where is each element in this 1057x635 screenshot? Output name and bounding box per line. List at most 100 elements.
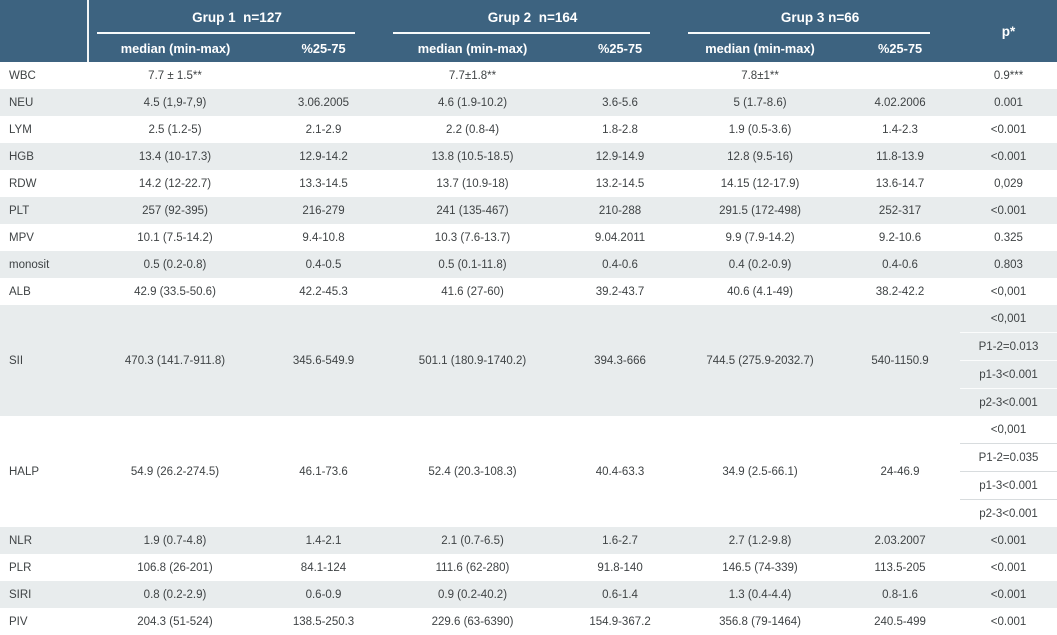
cell-p: p2-3<0.001 (960, 388, 1057, 416)
cell-g2-q2575: 0.4-0.6 (560, 251, 681, 278)
cell-g3-q2575: 113.5-205 (840, 554, 961, 581)
header-g2-quartiles: %25-75 (560, 34, 681, 62)
header-row-sub: median (min-max) %25-75 median (min-max)… (0, 34, 1057, 62)
cell-p: 0.803 (960, 251, 1057, 278)
cell-g2-median: 52.4 (20.3-108.3) (385, 416, 561, 527)
cell-g1-q2575: 0.4-0.5 (262, 251, 386, 278)
table-row: NLR 1.9 (0.7-4.8) 1.4-2.1 2.1 (0.7-6.5) 1.6-… (0, 527, 1057, 554)
row-label: NLR (0, 527, 88, 554)
cell-g2-q2575: 394.3-666 (560, 305, 681, 416)
cell-g3-q2575: 1.4-2.3 (840, 116, 961, 143)
cell-g1-q2575: 13.3-14.5 (262, 170, 386, 197)
cell-g2-median: 241 (135-467) (385, 197, 561, 224)
cell-g2-q2575: 3.6-5.6 (560, 89, 681, 116)
row-label: ALB (0, 278, 88, 305)
cell-g1-q2575: 345.6-549.9 (262, 305, 386, 416)
cell-g3-q2575: 2.03.2007 (840, 527, 961, 554)
row-label: NEU (0, 89, 88, 116)
table-row: WBC 7.7 ± 1.5** 7.7±1.8** 7.8±1** 0.9*** (0, 62, 1057, 89)
cell-p: 0.001 (960, 89, 1057, 116)
cell-g2-median: 501.1 (180.9-1740.2) (385, 305, 561, 416)
table-row: SII 470.3 (141.7-911.8) 345.6-549.9 501.1 (… (0, 305, 1057, 416)
row-label: PIV (0, 608, 88, 635)
cell-g2-median: 41.6 (27-60) (385, 278, 561, 305)
cell-g3-median: 1.3 (0.4-4.4) (680, 581, 841, 608)
cell-p: P1-2=0.013 (960, 332, 1057, 361)
cell-g1-median: 1.9 (0.7-4.8) (88, 527, 262, 554)
cell-p: p1-3<0.001 (960, 360, 1057, 389)
cell-g3-q2575: 0.4-0.6 (840, 251, 961, 278)
cell-g1-median: 0.5 (0.2-0.8) (88, 251, 262, 278)
cell-g3-median: 2.7 (1.2-9.8) (680, 527, 841, 554)
cell-g1-q2575: 3.06.2005 (262, 89, 386, 116)
cell-g2-q2575: 154.9-367.2 (560, 608, 681, 635)
cell-g2-q2575: 9.04.2011 (560, 224, 681, 251)
cell-g3-median: 1.9 (0.5-3.6) (680, 116, 841, 143)
cell-g2-median: 111.6 (62-280) (385, 554, 561, 581)
table-row: MPV 10.1 (7.5-14.2) 9.4-10.8 10.3 (7.6-13.7… (0, 224, 1057, 251)
cell-p: <0.001 (960, 608, 1057, 635)
cell-g2-median: 2.1 (0.7-6.5) (385, 527, 561, 554)
cell-p: <0.001 (960, 554, 1057, 581)
cell-g2-median: 7.7±1.8** (385, 62, 561, 89)
cell-p: <0.001 (960, 116, 1057, 143)
cell-g3-q2575: 240.5-499 (840, 608, 961, 635)
cell-g3-q2575 (840, 62, 961, 89)
row-label: HALP (0, 416, 88, 527)
row-label: monosit (0, 251, 88, 278)
cell-g1-q2575: 9.4-10.8 (262, 224, 386, 251)
cell-g1-median: 4.5 (1,9-7,9) (88, 89, 262, 116)
cell-g2-q2575: 1.8-2.8 (560, 116, 681, 143)
row-label: LYM (0, 116, 88, 143)
cell-g2-median: 0.5 (0.1-11.8) (385, 251, 561, 278)
table-row: RDW 14.2 (12-22.7) 13.3-14.5 13.7 (10.9-18)… (0, 170, 1057, 197)
cell-g2-q2575: 39.2-43.7 (560, 278, 681, 305)
cell-g3-median: 7.8±1** (680, 62, 841, 89)
cell-g3-median: 5 (1.7-8.6) (680, 89, 841, 116)
cell-g1-q2575: 84.1-124 (262, 554, 386, 581)
cell-g3-median: 146.5 (74-339) (680, 554, 841, 581)
cell-g2-q2575: 40.4-63.3 (560, 416, 681, 527)
cell-g2-q2575 (560, 62, 681, 89)
cell-g1-q2575: 138.5-250.3 (262, 608, 386, 635)
cell-g1-median: 14.2 (12-22.7) (88, 170, 262, 197)
cell-p: 0.9*** (960, 62, 1057, 89)
cell-g1-median: 2.5 (1.2-5) (88, 116, 262, 143)
header-g3-median: median (min-max) (680, 34, 841, 62)
cell-g1-median: 42.9 (33.5-50.6) (88, 278, 262, 305)
cell-g3-median: 744.5 (275.9-2032.7) (680, 305, 841, 416)
cell-p: <0.001 (960, 527, 1057, 554)
header-p: p* (960, 0, 1057, 62)
table-row: NEU 4.5 (1,9-7,9) 3.06.2005 4.6 (1.9-10.2) 3… (0, 89, 1057, 116)
cell-g3-median: 356.8 (79-1464) (680, 608, 841, 635)
cell-p: <0,001 (960, 278, 1057, 305)
cell-g3-q2575: 24-46.9 (840, 416, 961, 527)
row-label: HGB (0, 143, 88, 170)
cell-g3-median: 9.9 (7.9-14.2) (680, 224, 841, 251)
table-row: HGB 13.4 (10-17.3) 12.9-14.2 13.8 (10.5-18.… (0, 143, 1057, 170)
cell-g1-median: 257 (92-395) (88, 197, 262, 224)
cell-g2-q2575: 13.2-14.5 (560, 170, 681, 197)
row-label: PLR (0, 554, 88, 581)
cell-g2-median: 13.7 (10.9-18) (385, 170, 561, 197)
cell-g2-median: 2.2 (0.8-4) (385, 116, 561, 143)
table-row: monosit 0.5 (0.2-0.8) 0.4-0.5 0.5 (0.1-11.8… (0, 251, 1057, 278)
cell-p: <0.001 (960, 197, 1057, 224)
cell-g3-median: 40.6 (4.1-49) (680, 278, 841, 305)
cell-g1-median: 54.9 (26.2-274.5) (88, 416, 262, 527)
cell-g2-q2575: 1.6-2.7 (560, 527, 681, 554)
cell-g1-q2575: 0.6-0.9 (262, 581, 386, 608)
cell-g1-median: 7.7 ± 1.5** (88, 62, 262, 89)
header-g1-quartiles: %25-75 (262, 34, 386, 62)
row-label: SII (0, 305, 88, 416)
cell-g2-q2575: 91.8-140 (560, 554, 681, 581)
cell-g3-median: 12.8 (9.5-16) (680, 143, 841, 170)
cell-g3-q2575: 4.02.2006 (840, 89, 961, 116)
table-subrow-p: p1-3<0.001 (0, 360, 1057, 389)
table-row: SIRI 0.8 (0.2-2.9) 0.6-0.9 0.9 (0.2-40.2) 0.… (0, 581, 1057, 608)
row-label: PLT (0, 197, 88, 224)
row-label: WBC (0, 62, 88, 89)
cell-p: <0,001 (960, 305, 1057, 333)
cell-g1-q2575: 42.2-45.3 (262, 278, 386, 305)
